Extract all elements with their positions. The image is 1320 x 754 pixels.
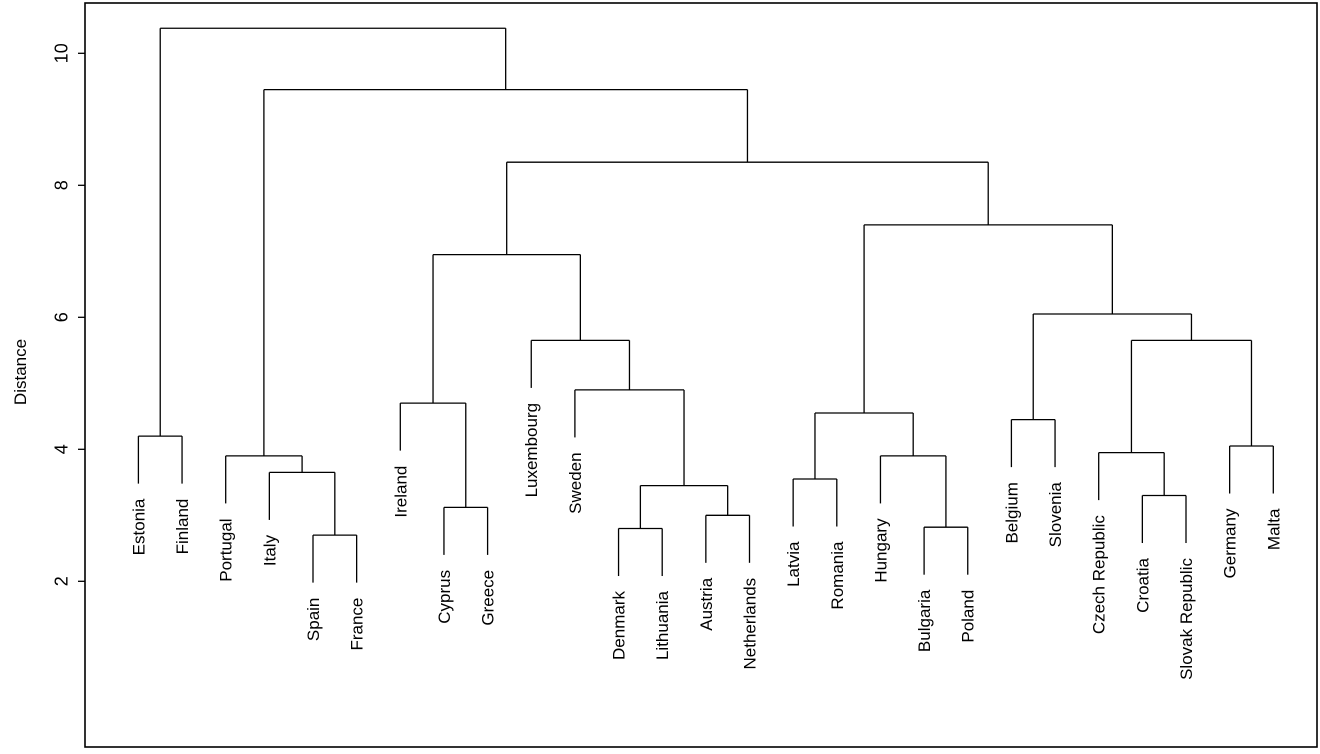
leaf-label-ireland: Ireland: [391, 466, 410, 518]
leaf-label-netherlands: Netherlands: [740, 578, 759, 670]
y-tick-label: 2: [51, 576, 71, 586]
leaf-label-spain: Spain: [304, 598, 323, 641]
leaf-label-germany: Germany: [1221, 508, 1240, 578]
leaf-label-poland: Poland: [959, 590, 978, 643]
leaf-label-hungary: Hungary: [871, 518, 890, 583]
leaf-label-slovak-republic: Slovak Republic: [1177, 558, 1196, 680]
leaf-label-denmark: Denmark: [610, 591, 629, 660]
leaf-label-latvia: Latvia: [784, 541, 803, 587]
y-tick-label: 6: [51, 312, 71, 322]
plot-box: [84, 2, 1318, 748]
y-tick-label: 8: [51, 180, 71, 190]
leaf-labels: Estonia Finland Portugal Italy Spain France Ir…: [129, 403, 1283, 680]
leaf-label-bulgaria: Bulgaria: [915, 589, 934, 652]
leaf-label-austria: Austria: [697, 577, 716, 630]
leaf-label-czech-republic: Czech Republic: [1090, 515, 1109, 635]
y-axis: Distance 2 4 6 8 10: [11, 2, 1318, 748]
leaf-label-slovenia: Slovenia: [1046, 482, 1065, 548]
leaf-label-lithuania: Lithuania: [653, 590, 672, 660]
leaf-label-greece: Greece: [479, 570, 498, 626]
leaf-label-luxembourg: Luxembourg: [522, 403, 541, 498]
leaf-label-cyprus: Cyprus: [435, 570, 454, 624]
leaf-label-portugal: Portugal: [217, 518, 236, 581]
leaf-label-estonia: Estonia: [129, 498, 148, 555]
dendrogram-tree: [137, 27, 1274, 583]
leaf-label-romania: Romania: [828, 541, 847, 610]
leaf-label-finland: Finland: [173, 499, 192, 555]
y-tick-label: 4: [51, 444, 71, 454]
leaf-label-italy: Italy: [260, 534, 279, 566]
y-tick-label: 10: [51, 43, 71, 63]
y-axis-title: Distance: [11, 339, 30, 405]
leaf-label-malta: Malta: [1264, 508, 1283, 550]
leaf-label-belgium: Belgium: [1002, 482, 1021, 543]
leaf-label-croatia: Croatia: [1133, 557, 1152, 612]
leaf-label-france: France: [348, 598, 367, 651]
leaf-label-sweden: Sweden: [566, 452, 585, 513]
